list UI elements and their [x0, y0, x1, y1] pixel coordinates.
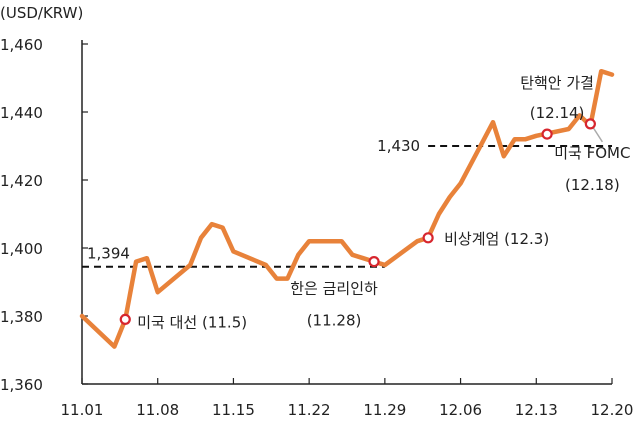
event-annotation-label: 탄핵안 가결	[520, 74, 594, 92]
event-markers	[119, 118, 603, 325]
x-tick-label: 11.22	[288, 401, 331, 419]
y-tick-label: 1,420	[0, 172, 43, 190]
x-tick-label: 11.29	[363, 401, 406, 419]
y-tick-label: 1,460	[0, 36, 43, 54]
event-annotation-label: (11.28)	[307, 312, 362, 330]
x-tick-label: 11.08	[136, 401, 179, 419]
event-annotation-label: 미국 FOMC	[554, 144, 630, 162]
reference-line-label: 1,430	[377, 137, 420, 155]
event-marker	[541, 128, 553, 140]
event-marker	[119, 313, 131, 325]
event-annotations: 미국 대선 (11.5) 한은 금리인하 (11.28) 비상계엄 (12.3) 탄핵안…	[137, 74, 630, 331]
axes: 1,460 1,440 1,420 1,400 1,380 1,360 11.01 11.08…	[0, 36, 633, 419]
event-marker	[584, 118, 596, 130]
y-tick-label: 1,380	[0, 308, 43, 326]
x-tick-label: 11.01	[61, 401, 104, 419]
y-tick-label: 1,440	[0, 104, 43, 122]
x-tick-label: 12.20	[591, 401, 634, 419]
x-tick-label: 12.13	[515, 401, 558, 419]
event-annotation-label: 한은 금리인하	[290, 280, 378, 298]
x-tick-label: 11.15	[212, 401, 255, 419]
event-annotation-label: (12.18)	[565, 176, 620, 194]
event-marker	[368, 256, 380, 268]
reference-lines: 1,394 1,430	[82, 137, 612, 268]
event-annotation-label: 미국 대선 (11.5)	[137, 313, 247, 331]
y-tick-label: 1,360	[0, 376, 43, 394]
usd-krw-series	[79, 68, 615, 349]
y-tick-label: 1,400	[0, 240, 43, 258]
reference-line-label: 1,394	[87, 245, 130, 263]
x-tick-label: 12.06	[439, 401, 482, 419]
event-marker	[422, 232, 434, 244]
unit-label: (USD/KRW)	[0, 4, 83, 22]
event-annotation-label: (12.14)	[530, 104, 585, 122]
series-line	[79, 68, 615, 349]
callout-leader-line	[592, 127, 603, 143]
event-annotation-label: 비상계엄 (12.3)	[444, 230, 549, 248]
